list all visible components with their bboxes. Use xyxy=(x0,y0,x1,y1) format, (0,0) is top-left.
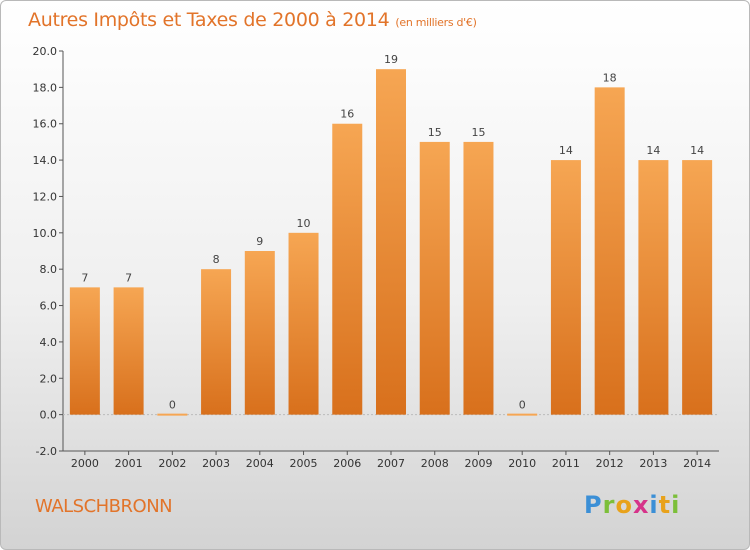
x-tick-label: 2002 xyxy=(158,457,186,470)
bar xyxy=(201,269,232,415)
logo-letter: x xyxy=(632,491,650,519)
bar xyxy=(594,87,625,415)
data-label: 9 xyxy=(256,235,263,248)
y-tick-label: 16.0 xyxy=(33,118,58,131)
y-tick-label: 14.0 xyxy=(33,154,58,167)
x-tick-label: 2013 xyxy=(639,457,667,470)
x-tick-label: 2000 xyxy=(71,457,99,470)
bar xyxy=(376,69,406,415)
y-tick-label: 4.0 xyxy=(40,336,58,349)
bar xyxy=(507,413,538,416)
logo-letter: t xyxy=(658,491,672,519)
data-label: 19 xyxy=(384,53,398,66)
bar xyxy=(288,232,319,415)
y-tick-label: 6.0 xyxy=(40,300,58,313)
y-tick-label: 20.0 xyxy=(33,45,58,58)
bar xyxy=(463,141,494,415)
x-tick-label: 2005 xyxy=(290,457,318,470)
x-tick-label: 2001 xyxy=(115,457,143,470)
bar xyxy=(550,160,581,415)
x-tick-label: 2003 xyxy=(202,457,230,470)
data-label: 0 xyxy=(519,399,526,412)
x-tick-label: 2009 xyxy=(464,457,492,470)
data-label: 14 xyxy=(646,144,660,157)
logo-letter: i xyxy=(671,491,681,519)
x-tick-label: 2012 xyxy=(596,457,624,470)
data-label: 15 xyxy=(471,126,485,139)
bar xyxy=(113,287,144,415)
bar xyxy=(332,123,363,415)
x-tick-label: 2011 xyxy=(552,457,580,470)
data-label: 10 xyxy=(297,217,311,230)
data-label: 7 xyxy=(81,271,88,284)
y-tick-label: 18.0 xyxy=(33,81,58,94)
bar xyxy=(682,160,713,415)
commune-name: WALSCHBRONN xyxy=(35,496,173,517)
bar xyxy=(419,141,450,415)
x-tick-label: 2014 xyxy=(683,457,711,470)
data-label: 18 xyxy=(603,71,617,84)
bar xyxy=(157,413,188,416)
y-tick-label: 8.0 xyxy=(40,263,58,276)
x-tick-label: 2007 xyxy=(377,457,405,470)
y-tick-label: -2.0 xyxy=(36,445,57,458)
data-label: 14 xyxy=(559,144,573,157)
bar xyxy=(244,251,275,415)
data-label: 16 xyxy=(340,108,354,121)
x-tick-label: 2006 xyxy=(333,457,361,470)
logo-letter: i xyxy=(649,491,659,519)
y-tick-label: 10.0 xyxy=(33,227,58,240)
data-label: 0 xyxy=(169,399,176,412)
chart-title: Autres Impôts et Taxes de 2000 à 2014 (en… xyxy=(28,9,477,31)
x-tick-label: 2010 xyxy=(508,457,536,470)
data-label: 14 xyxy=(690,144,704,157)
proxiti-logo: Proxiti xyxy=(584,491,680,519)
logo-letter: P xyxy=(584,491,603,519)
x-tick-label: 2008 xyxy=(421,457,449,470)
y-tick-label: 0.0 xyxy=(40,409,58,422)
data-label: 7 xyxy=(125,271,132,284)
y-tick-label: 2.0 xyxy=(40,372,58,385)
y-tick-label: 12.0 xyxy=(33,190,58,203)
x-tick-label: 2004 xyxy=(246,457,274,470)
logo-letter: o xyxy=(615,491,633,519)
chart-title-text: Autres Impôts et Taxes de 2000 à 2014 xyxy=(28,9,390,31)
bar xyxy=(638,160,669,415)
chart-subtitle: (en milliers d'€) xyxy=(395,16,477,29)
data-label: 15 xyxy=(428,126,442,139)
bar xyxy=(69,287,100,415)
logo-letter: r xyxy=(602,491,616,519)
data-label: 8 xyxy=(213,253,220,266)
